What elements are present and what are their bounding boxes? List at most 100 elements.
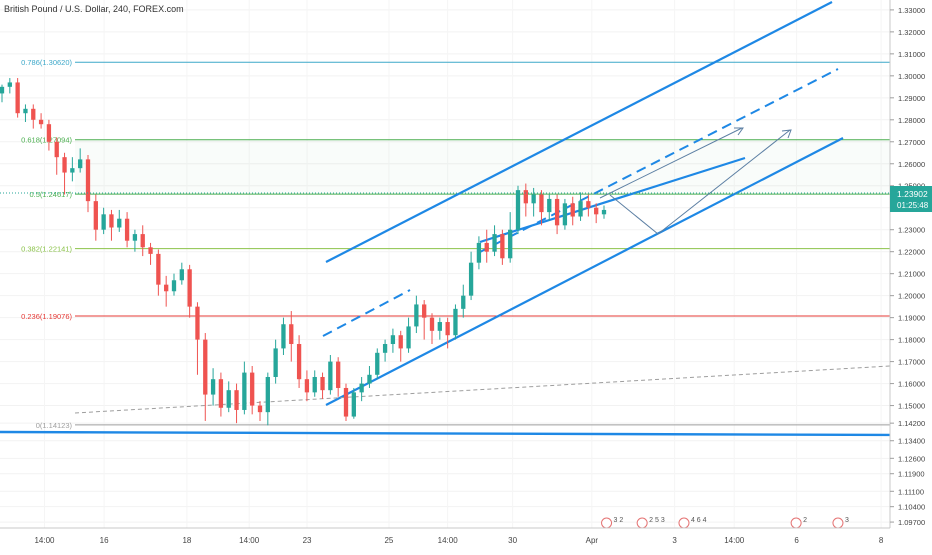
candle-body[interactable] <box>148 247 153 254</box>
candle-body[interactable] <box>515 190 521 230</box>
candle-body[interactable] <box>7 82 12 87</box>
candle-body[interactable] <box>156 253 161 285</box>
candle-body[interactable] <box>343 387 349 417</box>
candle-body[interactable] <box>375 352 380 375</box>
candle-body[interactable] <box>187 269 192 307</box>
candle-body[interactable] <box>210 379 216 395</box>
candle-body[interactable] <box>78 159 83 169</box>
economic-event-marker[interactable]: 3 2 <box>601 517 624 529</box>
candle-body[interactable] <box>539 194 544 213</box>
candle-body[interactable] <box>523 190 528 204</box>
candle-body[interactable] <box>562 203 568 226</box>
candle-body[interactable] <box>484 242 489 252</box>
candle-body[interactable] <box>132 234 138 241</box>
candle-body[interactable] <box>234 390 239 410</box>
channel-upper-line[interactable] <box>325 1 833 263</box>
candle-body[interactable] <box>195 306 200 340</box>
candle-body[interactable] <box>164 284 169 292</box>
candle-body[interactable] <box>250 372 255 406</box>
event-count: 3 2 <box>614 517 624 524</box>
candle-body[interactable] <box>109 214 114 228</box>
fib-level-label: 0.382(1.22141) <box>21 245 72 254</box>
candle-body[interactable] <box>179 269 184 281</box>
drawing-tools[interactable] <box>0 1 896 437</box>
candle-body[interactable] <box>140 234 145 248</box>
candle-body[interactable] <box>117 218 122 228</box>
time-axis[interactable]: 14:00 16 18 14:00 23 25 14:00 30 Apr 3 14:00 6 8 <box>34 536 883 545</box>
channel-mid-dashed-line-left[interactable] <box>322 289 411 337</box>
candle-body[interactable] <box>492 234 497 252</box>
candle-body[interactable] <box>390 335 396 345</box>
candle-body[interactable] <box>406 326 411 349</box>
candle-body[interactable] <box>70 168 75 173</box>
candle-body[interactable] <box>601 209 607 215</box>
candle-body[interactable] <box>0 86 5 94</box>
candle-body[interactable] <box>320 376 325 391</box>
candle-body[interactable] <box>23 108 28 114</box>
candle-body[interactable] <box>273 348 278 377</box>
candle-body[interactable] <box>547 198 552 213</box>
candle-body[interactable] <box>328 361 333 391</box>
candle-body[interactable] <box>265 376 270 413</box>
candle-body[interactable] <box>531 194 536 204</box>
economic-event-marker[interactable]: 4 6 4 <box>678 517 707 529</box>
candle-body[interactable] <box>453 308 458 336</box>
candlestick-series[interactable] <box>0 78 607 426</box>
candle-body[interactable] <box>359 383 364 393</box>
candle-body[interactable] <box>257 405 263 413</box>
candle-body[interactable] <box>203 339 208 395</box>
projection-path[interactable] <box>609 129 791 235</box>
candle-body[interactable] <box>304 379 310 393</box>
candle-body[interactable] <box>508 229 513 259</box>
candle-body[interactable] <box>468 262 474 296</box>
candle-body[interactable] <box>226 390 231 408</box>
candle-body[interactable] <box>281 324 286 349</box>
candle-body[interactable] <box>476 242 482 263</box>
candle-body[interactable] <box>594 207 599 215</box>
candle-body[interactable] <box>367 374 372 384</box>
candle-body[interactable] <box>93 201 98 230</box>
candle-body[interactable] <box>15 82 20 114</box>
candle-body[interactable] <box>38 119 44 125</box>
last-price-tag: 1.23902 01:25:48 <box>890 186 932 212</box>
candle-body[interactable] <box>554 198 560 226</box>
projection-arrow-upper[interactable] <box>599 127 743 199</box>
y-tick-label: 1.32000 <box>898 28 925 37</box>
candle-body[interactable] <box>500 234 505 259</box>
candle-body[interactable] <box>85 159 91 202</box>
candle-body[interactable] <box>578 201 583 217</box>
channel-lower-line[interactable] <box>325 137 844 406</box>
candle-body[interactable] <box>62 157 67 173</box>
candle-body[interactable] <box>429 317 435 331</box>
wedge-support-line[interactable] <box>479 156 746 244</box>
candle-body[interactable] <box>46 124 52 142</box>
candle-body[interactable] <box>398 335 403 349</box>
candle-body[interactable] <box>351 392 356 417</box>
candle-body[interactable] <box>242 372 247 410</box>
candle-body[interactable] <box>54 141 59 158</box>
price-axis[interactable] <box>890 0 932 528</box>
candle-body[interactable] <box>296 344 302 380</box>
candle-body[interactable] <box>289 324 294 345</box>
y-tick-label: 1.15000 <box>898 402 925 411</box>
candle-body[interactable] <box>312 376 317 393</box>
candle-body[interactable] <box>414 304 419 327</box>
candle-body[interactable] <box>445 322 450 336</box>
candle-body[interactable] <box>336 361 341 388</box>
candle-body[interactable] <box>101 214 106 230</box>
horizontal-support-line[interactable] <box>0 430 896 437</box>
candle-body[interactable] <box>124 218 130 241</box>
candle-body[interactable] <box>570 203 575 217</box>
candle-body[interactable] <box>218 379 224 408</box>
candle-body[interactable] <box>461 295 466 309</box>
channel-mid-dashed-line-right[interactable] <box>479 68 839 253</box>
candle-body[interactable] <box>437 322 442 331</box>
candle-body[interactable] <box>422 304 427 318</box>
candle-body[interactable] <box>586 201 591 208</box>
candle-body[interactable] <box>31 108 36 120</box>
candle-body[interactable] <box>382 344 388 353</box>
economic-event-marker[interactable]: 2 5 3 <box>636 517 665 529</box>
candle-body[interactable] <box>171 280 177 292</box>
